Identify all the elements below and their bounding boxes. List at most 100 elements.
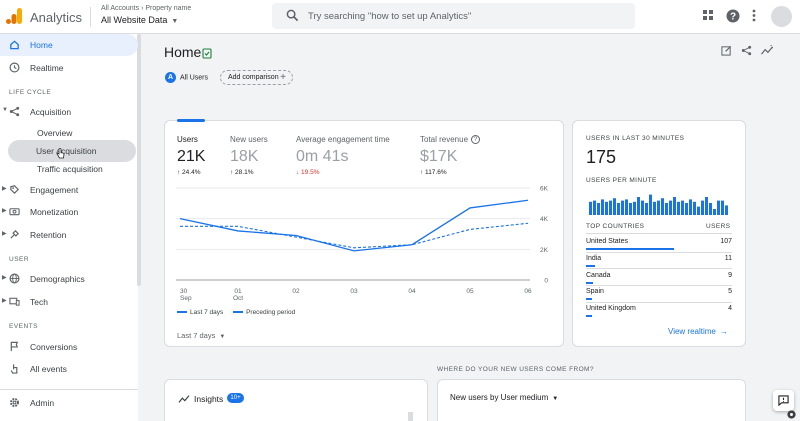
minute-bar[interactable] — [725, 205, 728, 215]
sidebar-item-home[interactable]: Home — [0, 34, 138, 56]
insights-trend-icon[interactable] — [760, 45, 774, 56]
card-scrollbar[interactable] — [408, 412, 413, 421]
series-line-preceding-period[interactable] — [180, 222, 529, 249]
share-icon[interactable] — [741, 45, 752, 56]
minute-bar[interactable] — [597, 203, 600, 215]
x-tick-label: 03 — [350, 288, 358, 295]
minute-bar[interactable] — [617, 203, 620, 215]
minute-bar[interactable] — [589, 201, 592, 215]
help-icon[interactable]: ? — [726, 9, 740, 23]
expand-caret-icon[interactable]: ▶ — [2, 275, 7, 281]
sidebar-item-monetization[interactable]: ▶ Monetization — [0, 201, 138, 223]
users-line-chart[interactable]: 6K 4K 2K 0 30 Sep 01 Oct 02 03 04 05 06 — [176, 182, 556, 304]
expand-caret-icon[interactable]: ▶ — [2, 186, 7, 192]
minute-bar[interactable] — [625, 199, 628, 215]
account-breadcrumb[interactable]: All Accounts › Property name — [101, 5, 192, 12]
country-row[interactable]: India 11 — [586, 253, 732, 270]
feedback-icon — [778, 395, 789, 406]
minute-bar[interactable] — [645, 203, 648, 215]
expand-caret-icon[interactable]: ▶ — [2, 231, 7, 237]
sidebar-item-admin[interactable]: Admin — [0, 392, 138, 414]
minute-bar[interactable] — [605, 201, 608, 215]
sidebar-item-engagement[interactable]: ▶ Engagement — [0, 179, 138, 201]
property-selector[interactable]: All Website Data ▼ — [101, 15, 178, 25]
sidebar-item-conversions[interactable]: Conversions — [0, 336, 138, 358]
minute-bar[interactable] — [649, 194, 652, 215]
sidebar-scrollbar[interactable] — [137, 34, 141, 286]
table-divider — [586, 233, 732, 234]
minute-bar[interactable] — [673, 197, 676, 215]
collapse-caret-icon[interactable]: ▼ — [2, 107, 8, 113]
sidebar-item-label: Engagement — [30, 185, 79, 195]
metric-delta: ↓ 19.5% — [296, 169, 320, 176]
settings-gear-icon[interactable] — [786, 409, 797, 420]
minute-bar[interactable] — [637, 197, 640, 215]
minute-bar[interactable] — [669, 200, 672, 215]
country-row[interactable]: Canada 9 — [586, 270, 732, 287]
more-vertical-icon[interactable] — [752, 9, 756, 22]
view-realtime-link[interactable]: View realtime → — [668, 327, 728, 336]
metric-users[interactable]: Users 21K ↑ 24.4% — [177, 135, 205, 176]
metric-new-users[interactable]: New users 18K ↑ 28.1% — [230, 135, 268, 176]
minute-bar[interactable] — [681, 200, 684, 215]
minute-bar[interactable] — [641, 200, 644, 215]
feedback-button[interactable] — [773, 390, 794, 411]
minute-bar[interactable] — [609, 200, 612, 215]
retention-icon — [10, 229, 20, 239]
users-per-minute-chart[interactable] — [589, 190, 729, 216]
minute-bar[interactable] — [717, 200, 720, 215]
clock-icon — [9, 62, 20, 73]
avatar[interactable] — [771, 6, 792, 27]
sidebar-item-retention[interactable]: ▶ Retention — [0, 224, 138, 246]
minute-bar[interactable] — [657, 200, 660, 215]
sidebar-item-user-acquisition[interactable]: User acquisition — [8, 140, 136, 162]
minute-bar[interactable] — [689, 199, 692, 215]
minute-bar[interactable] — [633, 201, 636, 215]
analytics-logo-icon[interactable] — [5, 7, 23, 25]
add-comparison-button[interactable]: Add comparison + — [220, 70, 293, 85]
dimension-selector[interactable]: New users by User medium ▼ — [450, 393, 558, 402]
country-row[interactable]: United States 107 — [586, 236, 732, 253]
help-icon[interactable]: ? — [471, 135, 481, 145]
sidebar-item-acquisition[interactable]: ▼ Acquisition — [0, 101, 138, 123]
minute-bar[interactable] — [685, 203, 688, 215]
minute-bar[interactable] — [653, 201, 656, 215]
minute-bar[interactable] — [701, 200, 704, 215]
sidebar-item-tech[interactable]: ▶ Tech — [0, 291, 138, 313]
edit-report-icon[interactable] — [721, 45, 732, 56]
sidebar-item-overview[interactable]: Overview — [0, 122, 138, 144]
sidebar-item-realtime[interactable]: Realtime — [0, 57, 138, 79]
expand-caret-icon[interactable]: ▶ — [2, 208, 7, 214]
apps-grid-icon[interactable] — [702, 9, 714, 21]
sidebar-item-traffic-acquisition[interactable]: Traffic acquisition — [0, 158, 138, 180]
minute-bar[interactable] — [665, 203, 668, 215]
country-row[interactable]: Spain 5 — [586, 286, 732, 303]
minute-bar[interactable] — [693, 201, 696, 215]
minute-bar[interactable] — [705, 197, 708, 215]
search-bar[interactable]: Try searching "how to set up Analytics" — [272, 3, 635, 29]
hand-pointer-icon — [56, 148, 65, 159]
date-range-selector[interactable]: Last 7 days ▼ — [177, 331, 225, 340]
minute-bar[interactable] — [593, 200, 596, 215]
sidebar-item-demographics[interactable]: ▶ Demographics — [0, 268, 138, 290]
minute-bar[interactable] — [601, 199, 604, 215]
minute-bar[interactable] — [677, 201, 680, 215]
minute-bar[interactable] — [661, 198, 664, 215]
minute-bar[interactable] — [629, 203, 632, 215]
sidebar-item-all-events[interactable]: All events — [0, 358, 138, 380]
minute-bar[interactable] — [621, 200, 624, 215]
metric-avg-engagement-time[interactable]: Average engagement time 0m 41s ↓ 19.5% — [296, 135, 390, 176]
minute-bar[interactable] — [697, 206, 700, 215]
series-line-last-7-days[interactable] — [179, 199, 529, 252]
insights-card — [164, 379, 428, 421]
section-header-events: EVENTS — [9, 323, 39, 330]
minute-bar[interactable] — [613, 198, 616, 215]
expand-caret-icon[interactable]: ▶ — [2, 298, 7, 304]
metric-total-revenue[interactable]: Total revenue? $17K ↑ 117.6% — [420, 135, 481, 176]
minute-bar[interactable] — [709, 203, 712, 215]
minute-bar[interactable] — [721, 200, 724, 215]
minute-bar[interactable] — [713, 209, 716, 215]
realtime-users-value: 175 — [586, 147, 617, 167]
country-row[interactable]: United Kingdom 4 — [586, 303, 732, 320]
segment-chip[interactable]: A All Users — [165, 72, 208, 84]
